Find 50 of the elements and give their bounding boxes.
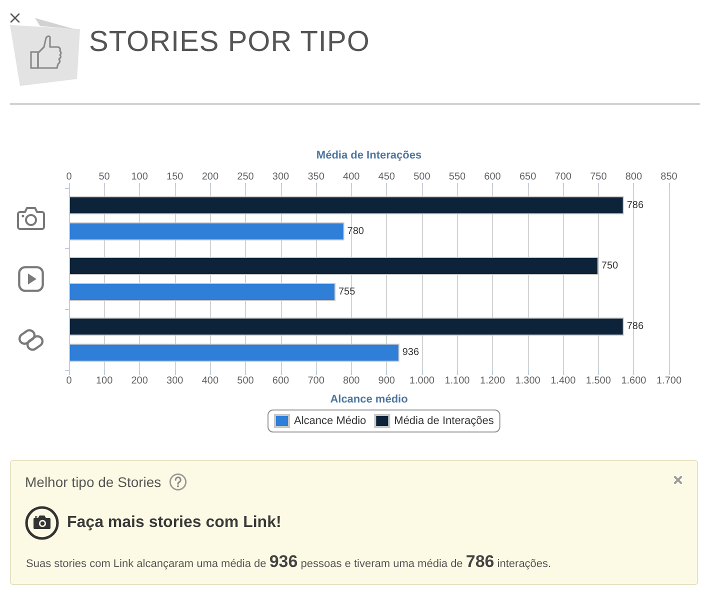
data-label: 780: [347, 226, 364, 237]
x-tick-label: 800: [343, 376, 360, 386]
x2-tick-label: 650: [519, 172, 537, 182]
data-label: 786: [626, 200, 644, 211]
x2-tick-label: 850: [660, 172, 678, 182]
x2-tick-label: 450: [378, 172, 396, 182]
x-tick-label: 1.300: [515, 376, 541, 386]
x-tick-label: 1.600: [621, 376, 647, 386]
x2-tick-label: 700: [554, 172, 572, 182]
text: Suas stories com Link alcançaram uma média de 936 pessoas e tiveram uma média de 786 interações.: [26, 552, 552, 571]
x-axis-title: Alcance médio: [330, 394, 408, 406]
x-tick-label: 500: [237, 376, 254, 386]
x2-axis-title: Média de Interações: [316, 150, 422, 162]
x2-tick-label: 550: [448, 172, 466, 182]
x-tick-label: 1.500: [586, 376, 612, 386]
legend-label: Alcance Médio: [294, 415, 366, 427]
x-tick-label: 200: [131, 376, 148, 386]
x-tick-label: 1.700: [656, 376, 682, 386]
data-label: 786: [626, 321, 644, 332]
x2-tick-label: 400: [343, 172, 360, 182]
x2-tick-label: 600: [484, 172, 502, 182]
data-label: 750: [601, 260, 619, 272]
x-tick-label: 900: [378, 376, 396, 386]
x-tick-label: 1.400: [550, 376, 576, 386]
x-tick-label: 1.000: [409, 376, 435, 386]
chart-title: STORIES POR TIPO: [89, 25, 370, 60]
text: Faça mais stories com Link!: [67, 514, 282, 532]
x-tick-label: 400: [202, 376, 219, 386]
x2-tick-label: 150: [166, 172, 184, 182]
x-tick-label: 1.100: [444, 376, 470, 386]
x-tick-label: 1.200: [480, 376, 506, 386]
data-label: 936: [402, 347, 420, 358]
x2-tick-label: 250: [237, 172, 254, 182]
x2-tick-label: 350: [308, 172, 325, 182]
x2-tick-label: 100: [131, 172, 148, 182]
x2-tick-label: 800: [625, 172, 642, 182]
data-label: 755: [338, 286, 356, 298]
x2-tick-label: 500: [414, 172, 431, 182]
x2-tick-label: 50: [98, 172, 110, 182]
x-tick-label: 0: [66, 376, 72, 386]
x2-tick-label: 0: [66, 172, 72, 182]
x-tick-label: 600: [272, 376, 290, 386]
x-tick-label: 100: [96, 376, 114, 386]
x-tick-label: 700: [308, 376, 325, 386]
text: Melhor tipo de Stories: [25, 474, 162, 490]
x2-tick-label: 750: [590, 172, 608, 182]
x-tick-label: 300: [166, 376, 184, 386]
x2-tick-label: 300: [272, 172, 290, 182]
legend-label: Média de Interações: [394, 415, 494, 427]
x2-tick-label: 200: [202, 172, 219, 182]
